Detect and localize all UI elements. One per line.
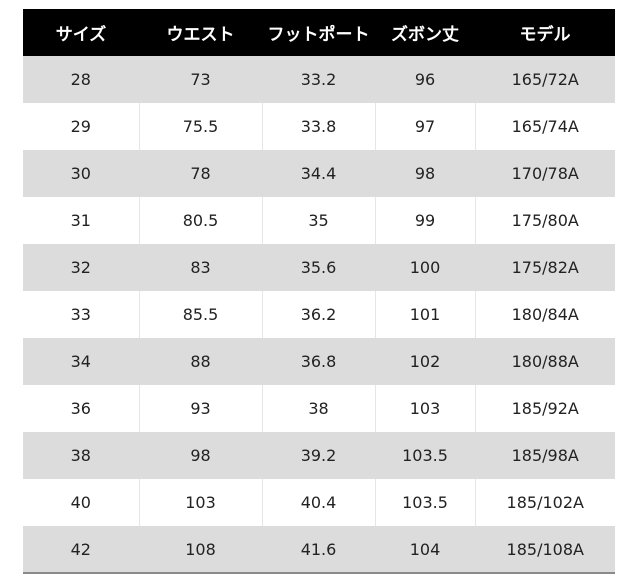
table-row: 32 83 35.6 100 175/82A — [23, 244, 615, 291]
cell-size: 31 — [23, 197, 140, 244]
header-row: サイズ ウエスト フットポート ズボン丈 モデル — [23, 9, 615, 56]
cell-model: 180/88A — [475, 338, 615, 385]
size-table: サイズ ウエスト フットポート ズボン丈 モデル 28 73 33.2 96 165/7… — [23, 9, 615, 574]
cell-length: 99 — [375, 197, 476, 244]
cell-length: 104 — [375, 526, 476, 574]
cell-model: 185/92A — [475, 385, 615, 432]
size-chart: サイズ ウエスト フットポート ズボン丈 モデル 28 73 33.2 96 165/7… — [23, 9, 615, 574]
cell-foot: 38 — [262, 385, 376, 432]
cell-length: 100 — [375, 244, 476, 291]
cell-size: 42 — [23, 526, 140, 574]
cell-length: 103.5 — [375, 432, 476, 479]
cell-model: 180/84A — [475, 291, 615, 338]
cell-model: 185/108A — [475, 526, 615, 574]
table-header: サイズ ウエスト フットポート ズボン丈 モデル — [23, 9, 615, 56]
cell-size: 33 — [23, 291, 140, 338]
cell-foot: 40.4 — [262, 479, 376, 526]
cell-model: 165/72A — [475, 56, 615, 103]
cell-foot: 35 — [262, 197, 376, 244]
cell-length: 103.5 — [375, 479, 476, 526]
cell-size: 40 — [23, 479, 140, 526]
cell-waist: 85.5 — [139, 291, 263, 338]
cell-model: 185/98A — [475, 432, 615, 479]
table-row: 29 75.5 33.8 97 165/74A — [23, 103, 615, 150]
cell-waist: 98 — [139, 432, 263, 479]
cell-size: 32 — [23, 244, 140, 291]
table-row: 30 78 34.4 98 170/78A — [23, 150, 615, 197]
cell-length: 103 — [375, 385, 476, 432]
cell-size: 29 — [23, 103, 140, 150]
cell-waist: 80.5 — [139, 197, 263, 244]
cell-size: 38 — [23, 432, 140, 479]
cell-waist: 93 — [139, 385, 263, 432]
cell-foot: 36.8 — [262, 338, 376, 385]
cell-size: 36 — [23, 385, 140, 432]
cell-model: 170/78A — [475, 150, 615, 197]
cell-foot: 35.6 — [262, 244, 376, 291]
cell-foot: 39.2 — [262, 432, 376, 479]
cell-model: 175/80A — [475, 197, 615, 244]
cell-length: 102 — [375, 338, 476, 385]
cell-foot: 41.6 — [262, 526, 376, 574]
cell-waist: 83 — [139, 244, 263, 291]
header-model: モデル — [475, 9, 615, 56]
cell-size: 34 — [23, 338, 140, 385]
cell-waist: 108 — [139, 526, 263, 574]
cell-foot: 33.8 — [262, 103, 376, 150]
cell-length: 97 — [375, 103, 476, 150]
cell-waist: 78 — [139, 150, 263, 197]
cell-waist: 103 — [139, 479, 263, 526]
cell-model: 175/82A — [475, 244, 615, 291]
table-row: 38 98 39.2 103.5 185/98A — [23, 432, 615, 479]
table-row: 31 80.5 35 99 175/80A — [23, 197, 615, 244]
header-length: ズボン丈 — [375, 9, 475, 56]
cell-model: 165/74A — [475, 103, 615, 150]
cell-length: 101 — [375, 291, 476, 338]
cell-waist: 75.5 — [139, 103, 263, 150]
table-row: 40 103 40.4 103.5 185/102A — [23, 479, 615, 526]
header-foot: フットポート — [262, 9, 375, 56]
cell-foot: 36.2 — [262, 291, 376, 338]
cell-waist: 73 — [139, 56, 263, 103]
cell-foot: 33.2 — [262, 56, 376, 103]
cell-size: 28 — [23, 56, 140, 103]
table-row: 33 85.5 36.2 101 180/84A — [23, 291, 615, 338]
cell-foot: 34.4 — [262, 150, 376, 197]
cell-size: 30 — [23, 150, 140, 197]
table-row: 28 73 33.2 96 165/72A — [23, 56, 615, 103]
cell-model: 185/102A — [475, 479, 615, 526]
cell-waist: 88 — [139, 338, 263, 385]
cell-length: 98 — [375, 150, 476, 197]
table-body: 28 73 33.2 96 165/72A 29 75.5 33.8 97 165/74A 30 78… — [23, 56, 615, 574]
table-row: 42 108 41.6 104 185/108A — [23, 526, 615, 574]
table-row: 36 93 38 103 185/92A — [23, 385, 615, 432]
table-row: 34 88 36.8 102 180/88A — [23, 338, 615, 385]
header-size: サイズ — [23, 9, 139, 56]
header-waist: ウエスト — [139, 9, 262, 56]
cell-length: 96 — [375, 56, 476, 103]
